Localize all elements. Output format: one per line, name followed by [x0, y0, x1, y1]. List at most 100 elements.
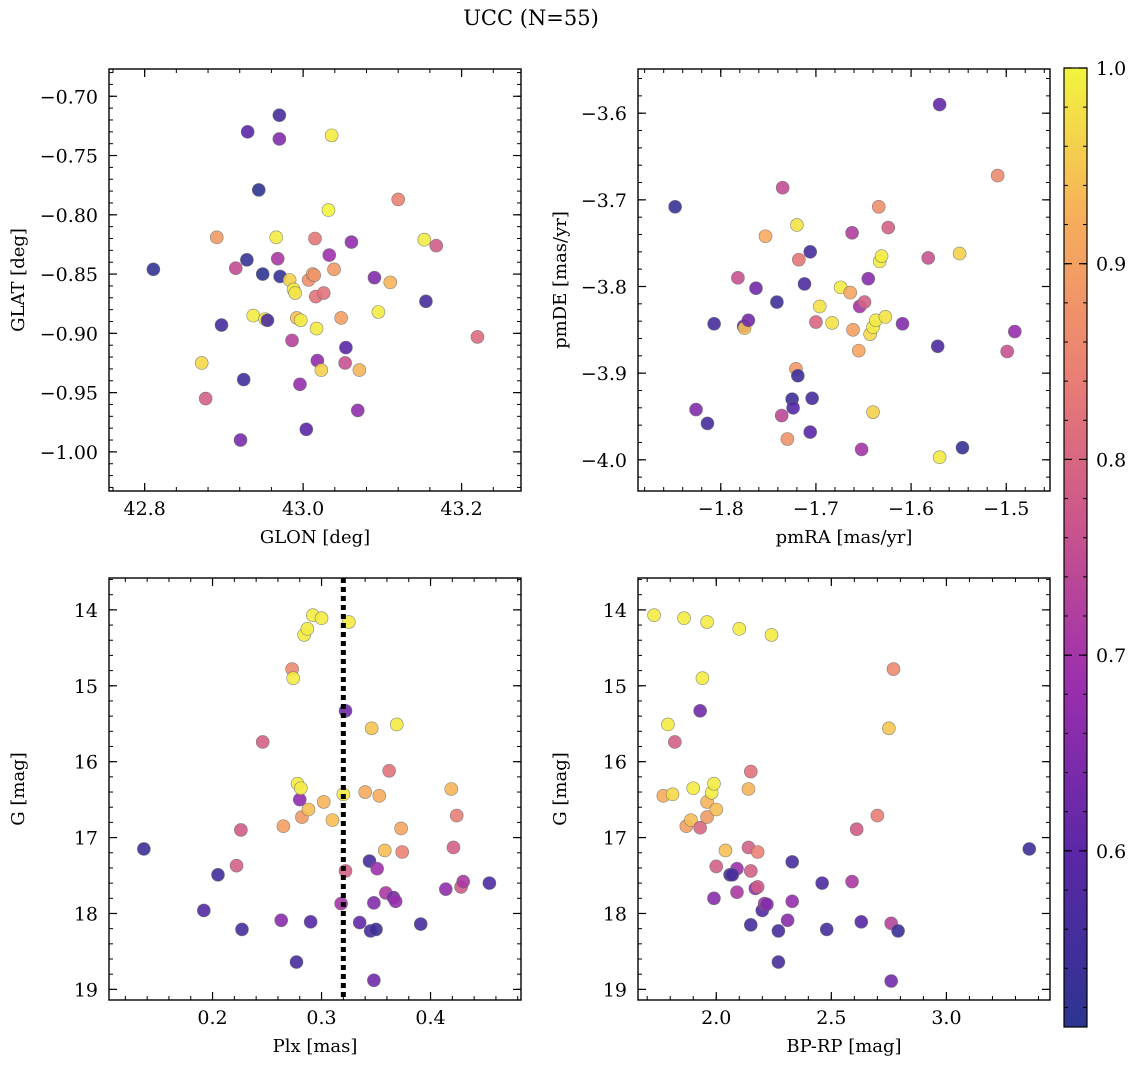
scatter-point	[314, 611, 329, 626]
scatter-point	[686, 781, 701, 796]
scatter-point	[785, 894, 800, 909]
scatter-point	[286, 671, 301, 685]
scatter-point	[843, 285, 857, 300]
scatter-point	[866, 405, 880, 419]
y-tick-label: 14	[603, 600, 627, 622]
scatter-point	[391, 192, 405, 207]
scatter-point	[429, 238, 444, 253]
scatter-point	[797, 277, 812, 291]
scatter-point	[709, 802, 724, 817]
panel-pmra-pmde: −1.8 −1.7 −1.6 −1.5 −3.6 −3.7 −3.8 −3.9 −4.0 pmRA…	[550, 68, 1051, 548]
y-tick-label: −3.8	[581, 276, 627, 298]
scatter-point	[684, 813, 698, 827]
scatter-point	[316, 795, 331, 809]
scatter-point	[661, 717, 675, 732]
scatter-point	[1000, 344, 1014, 359]
scatter-point	[276, 819, 291, 833]
x-tick-label: −1.5	[983, 498, 1029, 520]
scatter-point	[338, 356, 352, 370]
scatter-point	[693, 820, 707, 835]
y-tick-label: 16	[74, 752, 98, 774]
scatter-point	[324, 128, 339, 143]
y-tick-label: −3.9	[581, 363, 627, 385]
x-axis-label: pmRA [mas/yr]	[776, 527, 913, 548]
scatter-point	[815, 876, 829, 890]
scatter-point	[785, 855, 800, 869]
scatter-point	[861, 271, 876, 286]
scatter-point	[246, 308, 260, 323]
scatter-point	[334, 311, 348, 325]
scatter-point	[367, 270, 382, 285]
scatter-point	[146, 262, 161, 277]
scatter-point	[293, 313, 308, 328]
scatter-point	[921, 251, 936, 265]
scatter-point	[771, 955, 786, 969]
scatter-point	[364, 721, 379, 736]
scatter-point	[700, 416, 715, 431]
scatter-point	[388, 894, 403, 909]
scatter-point	[367, 973, 381, 988]
scatter-point	[689, 402, 703, 417]
scatter-point	[771, 924, 786, 938]
points-layer	[146, 108, 485, 447]
scatter-point	[1007, 324, 1022, 339]
scatter-point	[845, 225, 859, 240]
scatter-point	[809, 315, 823, 329]
scatter-point	[303, 915, 318, 929]
scatter-point	[700, 810, 714, 824]
scatter-point	[309, 321, 324, 336]
scatter-point	[383, 275, 398, 290]
scatter-point	[240, 253, 254, 267]
scatter-point	[707, 776, 721, 791]
scatter-point	[339, 340, 353, 355]
scatter-point	[854, 442, 869, 457]
x-tick-label: −1.8	[698, 498, 744, 520]
scatter-point	[308, 231, 322, 246]
scatter-point	[274, 913, 289, 928]
scatter-point	[707, 316, 721, 331]
x-tick-label: −1.7	[793, 498, 839, 520]
figure-title: UCC (N=55)	[463, 6, 599, 30]
scatter-point	[255, 735, 270, 749]
scatter-point	[750, 845, 765, 859]
scatter-point	[327, 262, 341, 277]
scatter-point	[321, 203, 336, 217]
scatter-point	[299, 422, 314, 437]
scatter-point	[878, 310, 893, 324]
scatter-point	[825, 316, 839, 330]
scatter-point	[786, 401, 800, 415]
scatter-point	[774, 408, 789, 423]
y-axis-label: G [mag]	[8, 752, 29, 825]
scatter-point	[389, 717, 404, 732]
scatter-point	[289, 955, 304, 969]
scatter-point	[358, 785, 372, 799]
y-tick-label: 17	[74, 828, 98, 850]
scatter-point	[812, 299, 827, 314]
scatter-point	[413, 917, 428, 931]
y-tick-label: 18	[74, 903, 98, 925]
x-tick-label: 2.0	[701, 1007, 731, 1029]
scatter-point	[792, 252, 806, 267]
y-tick-label: 15	[603, 676, 627, 698]
scatter-point	[316, 286, 331, 300]
y-tick-label: 19	[603, 979, 627, 1001]
x-tick-label: 3.0	[931, 1007, 961, 1029]
scatter-point	[870, 808, 885, 823]
y-tick-label: −1.00	[40, 442, 98, 464]
scatter-point	[456, 874, 471, 889]
colorbar-tick-label: 0.8	[1096, 449, 1126, 471]
y-tick-label: 14	[74, 600, 98, 622]
colorbar-tick-label: 0.7	[1096, 645, 1126, 667]
scatter-point	[930, 339, 945, 354]
scatter-point	[300, 622, 315, 636]
scatter-point	[709, 859, 724, 874]
scatter-point	[854, 915, 869, 929]
x-tick-label: −1.6	[888, 498, 934, 520]
scatter-point	[990, 168, 1005, 183]
scatter-point	[803, 245, 818, 259]
y-tick-label: −0.75	[40, 146, 98, 168]
scatter-point	[955, 440, 970, 455]
scatter-point	[236, 372, 251, 387]
x-tick-label: 2.5	[816, 1007, 846, 1029]
scatter-point	[301, 802, 316, 817]
